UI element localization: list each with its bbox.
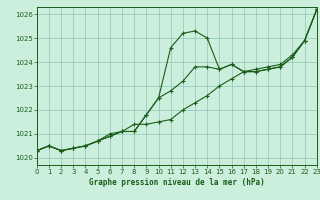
X-axis label: Graphe pression niveau de la mer (hPa): Graphe pression niveau de la mer (hPa)	[89, 178, 265, 187]
